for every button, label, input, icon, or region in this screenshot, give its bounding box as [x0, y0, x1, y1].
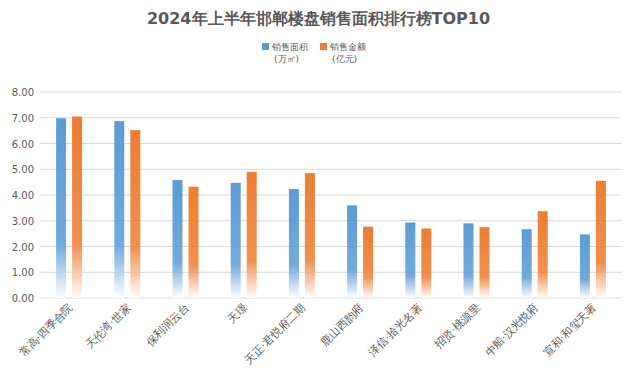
bar — [289, 189, 299, 298]
y-tick-label: 0.00 — [12, 293, 34, 304]
bar — [114, 121, 124, 298]
bar — [421, 228, 431, 298]
bar — [72, 116, 82, 298]
y-tick-label: 3.00 — [12, 216, 34, 227]
x-tick-label: 天璟 — [225, 301, 250, 326]
bar — [247, 172, 257, 298]
grid-line — [40, 195, 622, 196]
bar — [464, 223, 474, 298]
x-tick-label: 中船·汉光悦府 — [482, 301, 540, 359]
chart: 2024年上半年邯郸楼盘销售面积排行榜TOP10 销售面积(万㎡) 销售金额(亿元)… — [0, 0, 637, 382]
bar — [231, 183, 241, 298]
x-tick-label: 保利润云台 — [144, 301, 192, 349]
title: 2024年上半年邯郸楼盘销售面积排行榜TOP10 — [147, 9, 490, 28]
x-tick-label: 鹿山西韵府 — [318, 301, 366, 349]
grid-line — [40, 117, 622, 118]
bar — [405, 223, 415, 298]
y-tick-label: 4.00 — [12, 190, 34, 201]
grid-line — [40, 220, 622, 221]
bar — [173, 180, 183, 298]
bar — [56, 118, 66, 298]
y-tick-label: 7.00 — [12, 113, 34, 124]
bar — [363, 227, 373, 298]
bar — [522, 229, 532, 298]
bar — [130, 130, 140, 298]
bar — [538, 211, 548, 298]
bar — [189, 187, 199, 298]
y-tick-label: 6.00 — [12, 139, 34, 150]
x-tick-label: 宣和·和玺天著 — [541, 301, 599, 359]
grid-line — [40, 169, 622, 170]
bars — [56, 116, 606, 298]
grid-line — [40, 298, 622, 299]
legend-swatch — [262, 43, 269, 50]
grid-line — [40, 143, 622, 144]
x-tick-label: 天正·君悦府二期 — [242, 301, 308, 367]
bar — [305, 173, 315, 298]
grid-line — [40, 92, 622, 93]
bar — [596, 181, 606, 298]
legend-label: 销售面积(万㎡) — [271, 42, 308, 64]
x-tick-label: 泽信·拾光名著 — [366, 301, 424, 359]
grid-line — [40, 272, 622, 273]
y-tick-label: 8.00 — [12, 87, 34, 98]
bar — [347, 205, 357, 298]
x-tick-label: 常高·四季合院 — [17, 301, 75, 359]
y-tick-label: 5.00 — [12, 164, 34, 175]
legend-swatch — [320, 43, 327, 50]
y-tick-label: 2.00 — [12, 242, 34, 253]
bar — [480, 227, 490, 298]
grid-line — [40, 246, 622, 247]
x-tick-label: 招贤·桃源里 — [431, 301, 482, 352]
x-tick-label: 天伦湾·世家 — [83, 301, 134, 352]
legend-label: 销售金额(亿元) — [329, 42, 366, 64]
bar — [580, 234, 590, 298]
y-tick-label: 1.00 — [12, 267, 34, 278]
